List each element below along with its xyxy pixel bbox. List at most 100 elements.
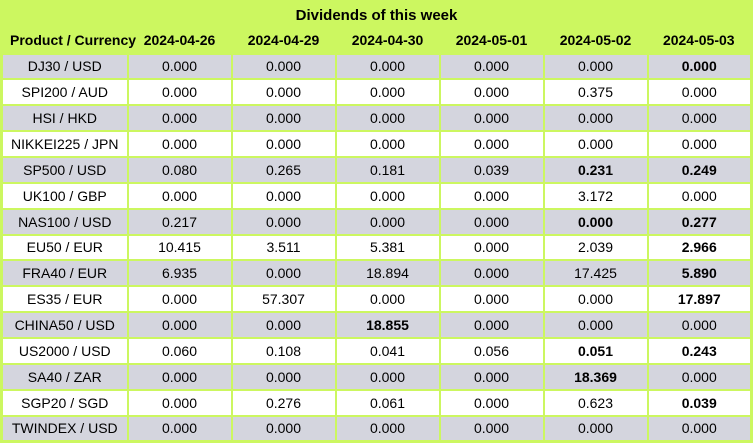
table-row: CHINA50 / USD 0.000 0.000 18.855 0.000 0.000 0… — [0, 311, 753, 339]
table-row: DJ30 / USD 0.000 0.000 0.000 0.000 0.000 0.000 — [0, 52, 753, 81]
dividend-value-cell: 0.061 — [334, 388, 441, 417]
dividend-value-cell: 0.000 — [438, 311, 545, 339]
table-row: US2000 / USD 0.060 0.108 0.041 0.056 0.051 0.2… — [0, 336, 753, 365]
dividend-value-cell: 0.231 — [542, 155, 649, 184]
dividend-value-cell: 0.000 — [230, 181, 337, 210]
dividend-value-cell: 0.000 — [126, 285, 233, 314]
dividend-value-cell: 0.000 — [334, 181, 441, 210]
dividend-value-cell: 0.000 — [230, 362, 337, 391]
table-row: HSI / HKD 0.000 0.000 0.000 0.000 0.000 0.000 — [0, 104, 753, 133]
dividend-value-cell: 0.000 — [542, 414, 649, 443]
dividend-value-cell: 0.000 — [646, 78, 753, 107]
dividend-value-cell: 0.000 — [646, 414, 753, 443]
dividend-value-cell: 0.051 — [542, 336, 649, 365]
column-header-date: 2024-05-03 — [647, 27, 752, 54]
dividend-value-cell: 0.000 — [334, 207, 441, 236]
dividend-value-cell: 0.243 — [646, 336, 753, 365]
dividend-value-cell: 5.381 — [334, 233, 441, 262]
dividend-value-cell: 0.000 — [230, 104, 337, 133]
dividend-value-cell: 0.277 — [646, 207, 753, 236]
dividend-value-cell: 10.415 — [126, 233, 233, 262]
column-header-date: 2024-04-30 — [335, 27, 440, 54]
dividend-value-cell: 17.425 — [542, 259, 649, 288]
table-row: SGP20 / SGD 0.000 0.276 0.061 0.000 0.623 0.03… — [0, 388, 753, 417]
dividend-value-cell: 0.000 — [334, 130, 441, 158]
product-cell: DJ30 / USD — [0, 52, 129, 81]
dividend-value-cell: 0.000 — [542, 52, 649, 81]
dividend-value-cell: 0.623 — [542, 388, 649, 417]
column-header-date: 2024-05-02 — [543, 27, 648, 54]
dividend-value-cell: 0.000 — [230, 311, 337, 339]
dividend-value-cell: 0.000 — [438, 388, 545, 417]
column-header-date: 2024-04-26 — [127, 27, 232, 54]
product-cell: SP500 / USD — [0, 155, 129, 184]
dividend-value-cell: 0.000 — [542, 311, 649, 339]
product-cell: SGP20 / SGD — [0, 388, 129, 417]
dividend-value-cell: 18.894 — [334, 259, 441, 288]
table-row: SP500 / USD 0.080 0.265 0.181 0.039 0.231 0.24… — [0, 155, 753, 184]
table-row: NAS100 / USD 0.217 0.000 0.000 0.000 0.000 0.2… — [0, 207, 753, 236]
table-row: TWINDEX / USD 0.000 0.000 0.000 0.000 0.000 0.… — [0, 414, 753, 443]
dividend-value-cell: 57.307 — [230, 285, 337, 314]
table-row: ES35 / EUR 0.000 57.307 0.000 0.000 0.000 17.8… — [0, 285, 753, 314]
page-title: Dividends of this week — [1, 1, 752, 28]
dividend-value-cell: 0.000 — [126, 130, 233, 158]
dividend-value-cell: 0.000 — [646, 311, 753, 339]
dividend-value-cell: 0.249 — [646, 155, 753, 184]
dividend-value-cell: 0.000 — [646, 181, 753, 210]
dividend-value-cell: 0.000 — [438, 181, 545, 210]
dividend-value-cell: 0.000 — [126, 414, 233, 443]
dividend-value-cell: 0.000 — [230, 207, 337, 236]
dividend-value-cell: 0.039 — [438, 155, 545, 184]
dividend-value-cell: 0.041 — [334, 336, 441, 365]
dividend-value-cell: 0.000 — [126, 311, 233, 339]
dividend-value-cell: 0.000 — [438, 52, 545, 81]
dividend-value-cell: 0.056 — [438, 336, 545, 365]
dividend-value-cell: 0.000 — [438, 285, 545, 314]
dividend-value-cell: 0.000 — [126, 181, 233, 210]
product-cell: UK100 / GBP — [0, 181, 129, 210]
dividend-value-cell: 0.000 — [126, 104, 233, 133]
column-header-date: 2024-04-29 — [231, 27, 336, 54]
dividend-value-cell: 0.265 — [230, 155, 337, 184]
dividend-value-cell: 0.000 — [230, 414, 337, 443]
product-cell: FRA40 / EUR — [0, 259, 129, 288]
product-cell: US2000 / USD — [0, 336, 129, 365]
table-row: EU50 / EUR 10.415 3.511 5.381 0.000 2.039 2.96… — [0, 233, 753, 262]
dividend-value-cell: 0.000 — [438, 259, 545, 288]
dividend-value-cell: 0.000 — [230, 78, 337, 107]
dividend-value-cell: 0.000 — [438, 130, 545, 158]
header-row: Product / Currency 2024-04-26 2024-04-29 20… — [1, 27, 752, 54]
dividend-value-cell: 0.000 — [126, 52, 233, 81]
product-cell: SA40 / ZAR — [0, 362, 129, 391]
dividend-value-cell: 0.375 — [542, 78, 649, 107]
dividend-value-cell: 0.000 — [438, 104, 545, 133]
dividend-value-cell: 3.511 — [230, 233, 337, 262]
dividend-value-cell: 0.039 — [646, 388, 753, 417]
dividend-value-cell: 0.000 — [646, 104, 753, 133]
dividend-value-cell: 0.000 — [334, 414, 441, 443]
dividend-value-cell: 0.000 — [230, 52, 337, 81]
dividend-value-cell: 2.966 — [646, 233, 753, 262]
dividend-value-cell: 0.000 — [542, 104, 649, 133]
column-header-product: Product / Currency — [1, 27, 136, 54]
dividend-value-cell: 0.000 — [438, 233, 545, 262]
product-cell: NIKKEI225 / JPN — [0, 130, 129, 158]
dividend-value-cell: 0.000 — [334, 52, 441, 81]
dividend-value-cell: 0.276 — [230, 388, 337, 417]
dividend-value-cell: 0.000 — [126, 78, 233, 107]
dividend-value-cell: 0.000 — [334, 104, 441, 133]
dividend-value-cell: 0.000 — [542, 285, 649, 314]
dividend-value-cell: 0.108 — [230, 336, 337, 365]
dividend-value-cell: 18.855 — [334, 311, 441, 339]
dividend-value-cell: 0.000 — [334, 78, 441, 107]
dividend-value-cell: 6.935 — [126, 259, 233, 288]
dividend-value-cell: 0.000 — [126, 362, 233, 391]
table-row: SA40 / ZAR 0.000 0.000 0.000 0.000 18.369 0.00… — [0, 362, 753, 391]
product-cell: TWINDEX / USD — [0, 414, 129, 443]
column-header-date: 2024-05-01 — [439, 27, 544, 54]
dividend-value-cell: 3.172 — [542, 181, 649, 210]
dividend-value-cell: 0.000 — [438, 362, 545, 391]
dividend-value-cell: 0.217 — [126, 207, 233, 236]
